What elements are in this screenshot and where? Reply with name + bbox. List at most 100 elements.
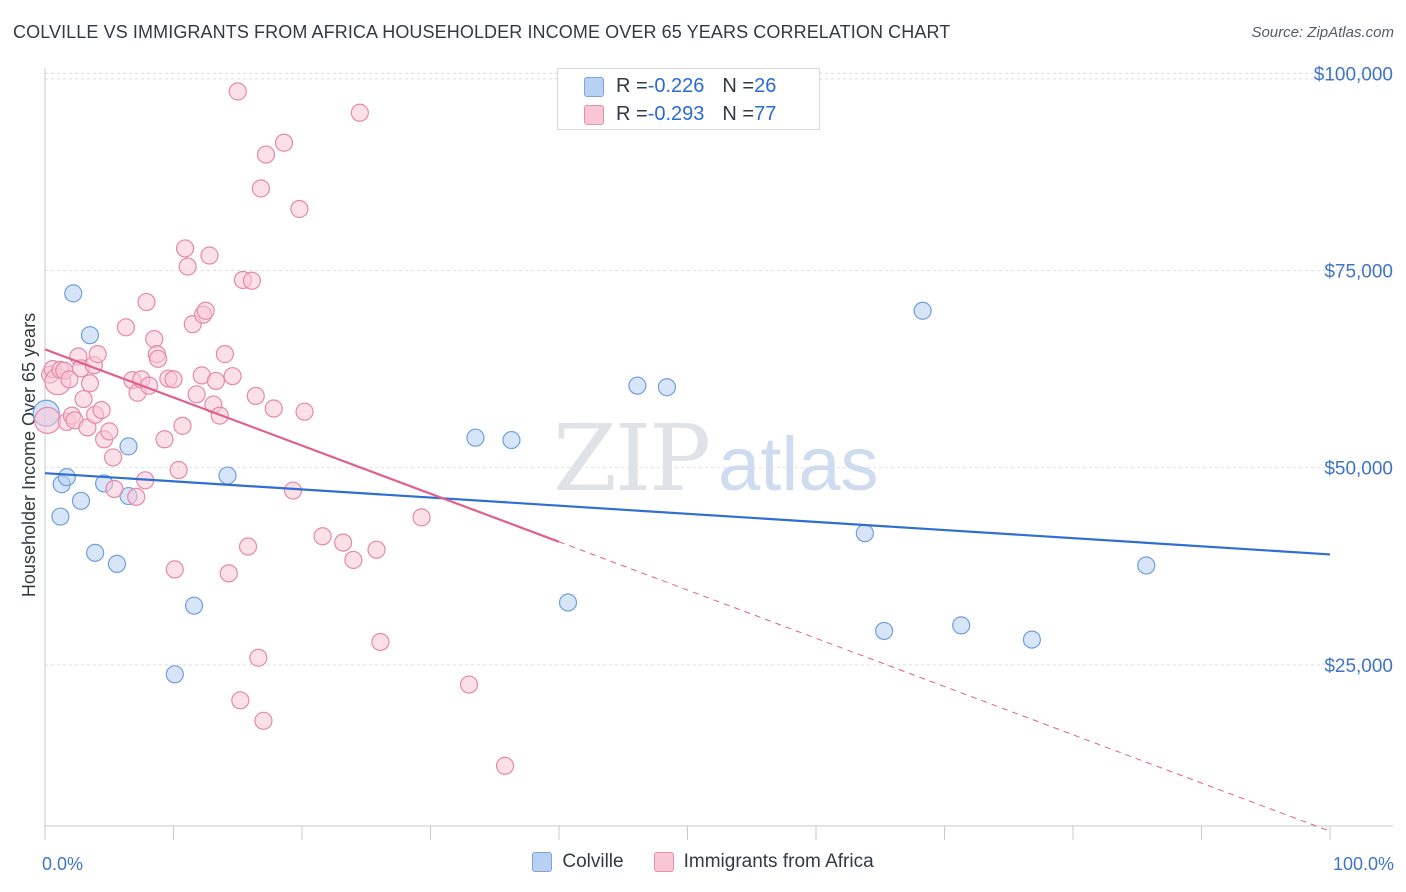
africa-point [295, 402, 314, 421]
africa-legend-label: Immigrants from Africa [683, 851, 874, 872]
africa-point [165, 560, 184, 579]
colville-point [875, 621, 894, 641]
africa-point [173, 416, 192, 435]
colville-point [913, 301, 932, 320]
africa-point [251, 179, 270, 198]
x-tick-label: 0.0% [42, 854, 83, 874]
colville-point [628, 376, 647, 395]
stats-row-africa: R = -0.293 N = 77 [584, 103, 776, 126]
colville-point [558, 593, 578, 612]
colville-point [51, 507, 70, 526]
africa-point [105, 479, 124, 499]
africa-legend-swatch [653, 852, 674, 872]
colville-point [57, 468, 76, 487]
colville-point [86, 543, 105, 562]
africa-point [350, 103, 369, 122]
colville-point [165, 665, 184, 684]
africa-point [412, 508, 431, 527]
n-label: N = [722, 103, 755, 125]
africa-point [238, 537, 258, 556]
africa-point [246, 386, 265, 406]
legend-item-colville[interactable]: Colville [532, 851, 624, 873]
r-label: R = [616, 103, 648, 125]
africa-point [206, 371, 226, 391]
africa-point [256, 145, 276, 164]
africa-point [290, 199, 309, 219]
y-axis-title: Householder Income Over 65 years [19, 313, 39, 597]
africa-point [60, 370, 79, 389]
africa-point [371, 632, 390, 652]
colville-point [466, 428, 485, 447]
x-tick-label: 100.0% [1333, 854, 1394, 874]
africa-point [187, 385, 206, 404]
africa-point [88, 345, 107, 364]
r-label: R = [616, 75, 648, 97]
colville-point [218, 466, 237, 485]
colville-legend-swatch [532, 852, 553, 872]
africa-point [283, 481, 303, 500]
y-tick-label: $75,000 [1324, 262, 1393, 283]
watermark-atlas: atlas [718, 422, 879, 507]
africa-point [274, 133, 294, 152]
africa-point [74, 389, 93, 409]
colville-point [502, 430, 521, 450]
colville-swatch [584, 76, 604, 97]
africa-trend-extension [558, 541, 1331, 832]
africa-r-value: -0.293 [647, 103, 705, 125]
africa-point [264, 399, 283, 418]
colville-point [1137, 556, 1156, 575]
colville-point [64, 284, 83, 303]
colville-point [80, 326, 100, 345]
africa-point [148, 349, 168, 368]
africa-point [127, 487, 146, 506]
series-legend: Colville Immigrants from Africa [0, 851, 1406, 873]
africa-point [313, 527, 332, 546]
africa-point [178, 257, 197, 276]
stats-legend: R = -0.226 N = 26 R = -0.293 N = 77 [557, 68, 820, 130]
colville-point [855, 524, 874, 543]
colville-trend-line [44, 472, 1331, 556]
africa-point [495, 756, 515, 775]
africa-point [175, 239, 195, 258]
africa-point [249, 648, 268, 667]
y-tick-label: $25,000 [1324, 656, 1393, 677]
africa-trend-line [44, 348, 560, 543]
colville-point [119, 437, 138, 456]
africa-point [344, 550, 363, 570]
africa-point [242, 271, 261, 290]
africa-point [164, 370, 183, 389]
source-credit: Source: ZipAtlas.com [1251, 24, 1394, 41]
africa-point [219, 564, 238, 583]
colville-point [1022, 630, 1041, 649]
colville-point [952, 616, 971, 635]
africa-point [228, 82, 247, 101]
africa-point [254, 711, 273, 730]
africa-point [334, 533, 353, 552]
africa-point [100, 422, 119, 441]
y-tick-label: $100,000 [1314, 64, 1393, 85]
africa-point [80, 374, 100, 393]
africa-point [215, 345, 234, 364]
africa-point [200, 246, 219, 265]
colville-point [71, 491, 91, 510]
africa-n-value: 77 [754, 103, 777, 125]
colville-legend-label: Colville [562, 851, 624, 872]
africa-point [92, 400, 111, 420]
colville-point [657, 378, 677, 397]
africa-point [231, 691, 250, 710]
stats-row-colville: R = -0.226 N = 26 [584, 75, 776, 98]
africa-point [104, 448, 123, 467]
legend-item-africa[interactable]: Immigrants from Africa [653, 851, 874, 873]
colville-r-value: -0.226 [647, 75, 705, 97]
africa-point [33, 406, 62, 434]
africa-point [169, 460, 188, 480]
chart-title: COLVILLE VS IMMIGRANTS FROM AFRICA HOUSE… [13, 22, 951, 42]
africa-point [367, 540, 386, 559]
africa-point [116, 318, 136, 337]
n-label: N = [722, 75, 755, 97]
africa-point [155, 430, 174, 449]
colville-n-value: 26 [754, 75, 777, 97]
africa-swatch [584, 104, 604, 125]
colville-point [184, 596, 204, 615]
